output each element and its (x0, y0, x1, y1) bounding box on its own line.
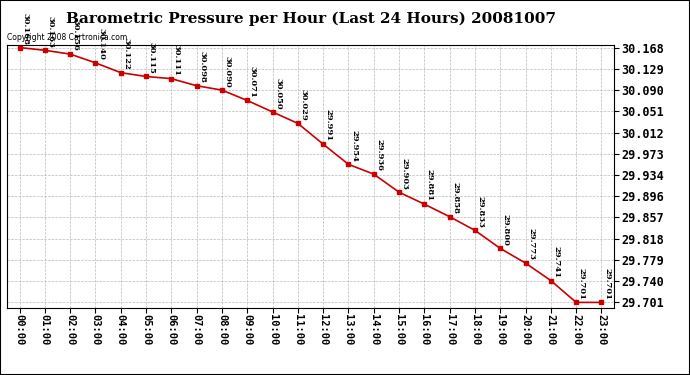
Text: 30.140: 30.140 (97, 28, 105, 60)
Text: 29.991: 29.991 (325, 109, 333, 141)
Text: 29.773: 29.773 (527, 228, 535, 260)
Text: 29.800: 29.800 (502, 214, 510, 246)
Text: 30.098: 30.098 (198, 51, 206, 83)
Text: 30.115: 30.115 (148, 42, 156, 74)
Text: 30.029: 30.029 (299, 89, 308, 121)
Text: 30.071: 30.071 (249, 66, 257, 98)
Text: 30.156: 30.156 (72, 20, 80, 51)
Text: 29.881: 29.881 (426, 169, 434, 201)
Text: 29.701: 29.701 (603, 268, 611, 300)
Text: 29.936: 29.936 (375, 140, 384, 171)
Text: 30.168: 30.168 (21, 13, 29, 45)
Text: 29.741: 29.741 (553, 246, 560, 278)
Text: 29.954: 29.954 (350, 129, 358, 162)
Text: 29.833: 29.833 (477, 196, 484, 228)
Text: 30.122: 30.122 (122, 38, 130, 70)
Text: 30.050: 30.050 (274, 78, 282, 109)
Text: 29.903: 29.903 (401, 158, 408, 189)
Text: 30.163: 30.163 (46, 16, 55, 48)
Text: 29.701: 29.701 (578, 268, 586, 300)
Text: 30.111: 30.111 (173, 44, 181, 76)
Text: 30.090: 30.090 (224, 56, 232, 87)
Text: Copyright 2008 Cartronica.com: Copyright 2008 Cartronica.com (7, 33, 127, 42)
Text: Barometric Pressure per Hour (Last 24 Hours) 20081007: Barometric Pressure per Hour (Last 24 Ho… (66, 11, 555, 26)
Text: 29.858: 29.858 (451, 182, 460, 214)
